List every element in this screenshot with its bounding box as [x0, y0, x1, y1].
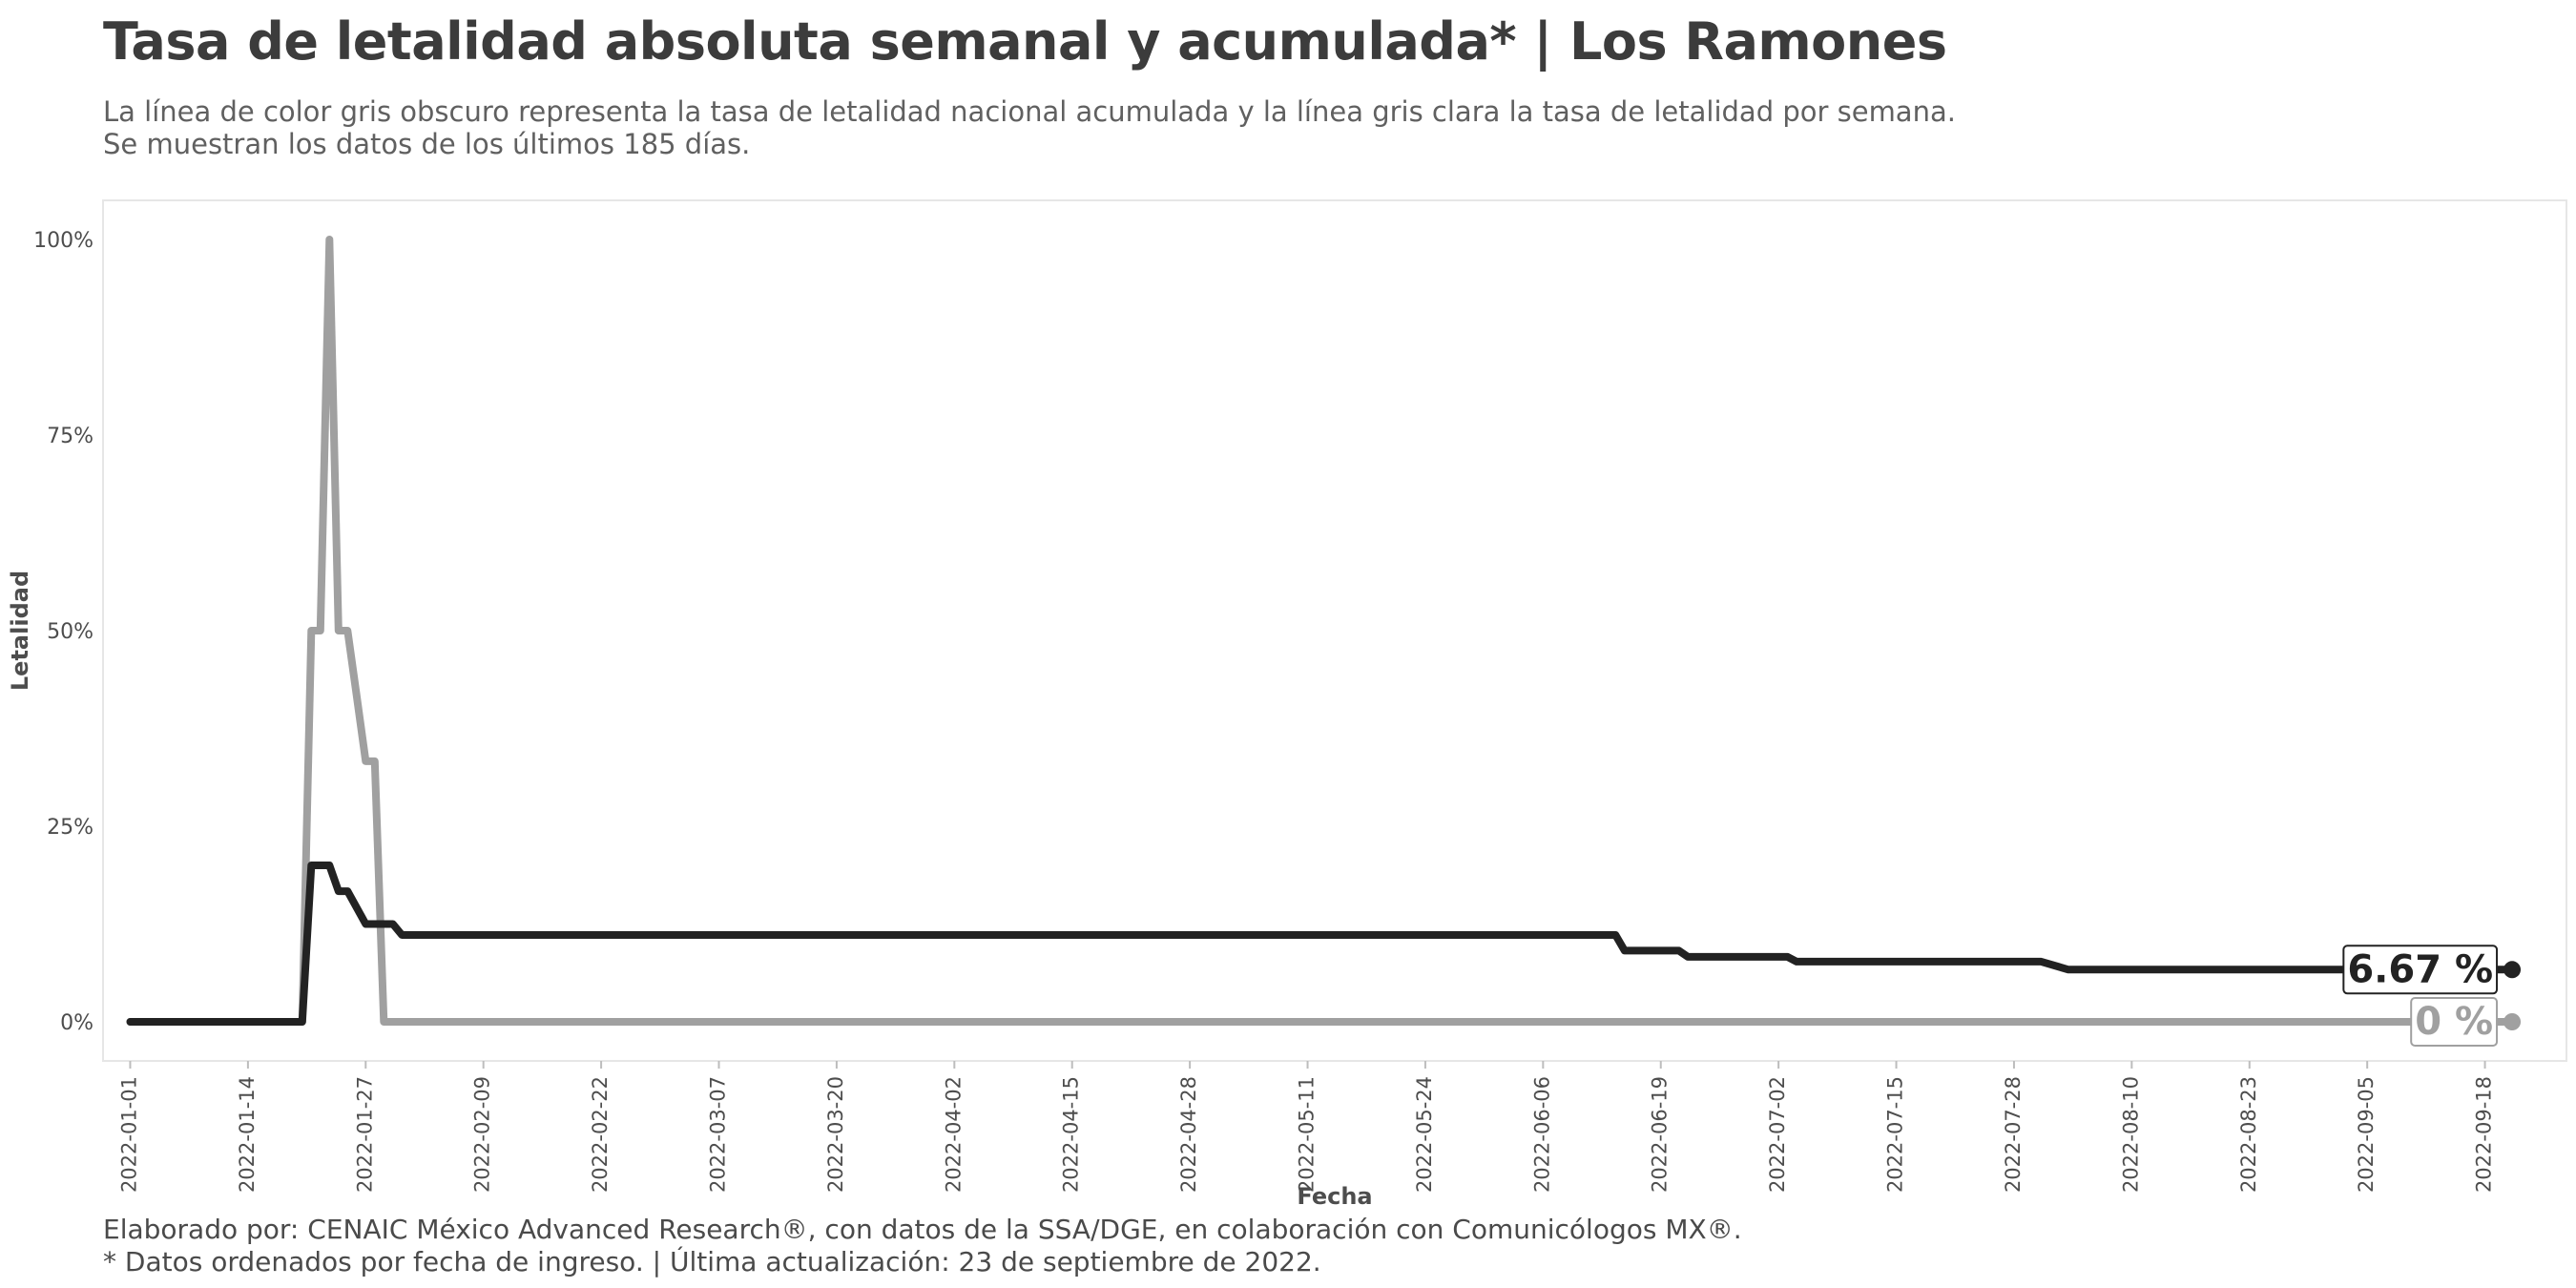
y-tick-label: 100%	[33, 229, 93, 253]
x-tick-label: 2022-01-14	[236, 1076, 259, 1193]
x-tick-label: 2022-03-07	[707, 1076, 730, 1193]
x-tick-label: 2022-01-27	[353, 1076, 376, 1193]
y-tick-label: 75%	[47, 425, 93, 448]
series-end-point-accumulated	[2503, 961, 2522, 979]
end-label-accumulated: 6.67 %	[2342, 945, 2499, 995]
x-tick-label: 2022-06-06	[1530, 1076, 1553, 1193]
end-label-box	[2410, 997, 2499, 1047]
y-tick-label: 0%	[60, 1011, 93, 1035]
x-tick-label: 2022-07-28	[2002, 1076, 2025, 1193]
series-layer	[126, 236, 2522, 1030]
series-line-weekly	[126, 236, 2516, 1026]
series-line-accumulated	[126, 862, 2516, 1026]
x-tick-label: 2022-06-19	[1649, 1076, 1672, 1193]
x-tick-label: 2022-02-22	[589, 1076, 612, 1193]
y-axis: 0% 25% 50% 75% 100%	[33, 229, 93, 1035]
x-tick-label: 2022-09-18	[2473, 1076, 2496, 1193]
caption-note: * Datos ordenados por fecha de ingreso. …	[103, 1246, 1321, 1278]
x-tick-label: 2022-04-15	[1060, 1076, 1083, 1193]
end-label-text: 6.67 %	[2347, 947, 2493, 991]
y-axis-title: Letalidad	[7, 571, 33, 691]
end-label-weekly: 0 %	[2410, 997, 2499, 1047]
x-tick-label: 2022-09-05	[2355, 1076, 2378, 1193]
x-tick-label: 2022-05-11	[1296, 1076, 1319, 1193]
series-end-point-weekly	[2503, 1013, 2522, 1030]
x-tick-label: 2022-03-20	[824, 1076, 847, 1193]
x-axis-title: Fecha	[1297, 1183, 1372, 1210]
x-tick-label: 2022-04-28	[1177, 1076, 1200, 1193]
y-tick-label: 25%	[47, 816, 93, 840]
chart-subtitle-line-1: La línea de color gris obscuro represent…	[103, 95, 1956, 128]
x-tick-label: 2022-08-23	[2237, 1076, 2260, 1193]
x-tick-label: 2022-02-09	[471, 1076, 494, 1193]
end-labels: 0 % 6.67 %	[2342, 945, 2499, 1047]
end-label-text: 0 %	[2415, 1000, 2493, 1044]
x-tick-label: 2022-07-15	[1884, 1076, 1907, 1193]
plot-panel	[102, 199, 2567, 1062]
chart-title: Tasa de letalidad absoluta semanal y acu…	[103, 11, 1947, 72]
y-tick-label: 50%	[47, 620, 93, 644]
x-tick-label: 2022-07-02	[1766, 1076, 1789, 1193]
x-axis: 2022-01-01 2022-01-14 2022-01-27 2022-02-09…	[117, 1061, 2496, 1193]
x-tick-label: 2022-05-24	[1413, 1076, 1436, 1193]
end-label-box	[2342, 945, 2499, 995]
caption-source: Elaborado por: CENAIC México Advanced Re…	[103, 1214, 1742, 1245]
x-tick-label: 2022-08-10	[2119, 1076, 2142, 1193]
x-tick-label: 2022-04-02	[942, 1076, 965, 1193]
x-tick-label: 2022-01-01	[117, 1076, 140, 1193]
chart-subtitle-line-2: Se muestran los datos de los últimos 185…	[103, 128, 751, 160]
